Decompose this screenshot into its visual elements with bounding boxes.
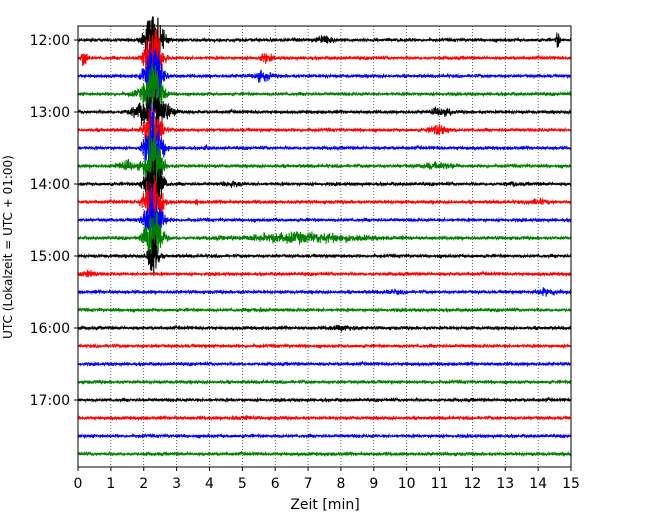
plot-frame [77,25,572,468]
y-tick-label: 16:00 [30,321,70,337]
y-tick-label: 17:00 [30,393,70,409]
x-axis-label: Zeit [min] [290,497,359,513]
x-tick-label: 9 [369,476,378,492]
x-tick-label: 13 [496,476,514,492]
trace-line [77,234,572,276]
trace-line [77,183,572,242]
x-tick-label: 8 [336,476,345,492]
y-ticks: 12:00 13:00 14:00 15:00 16:00 17:00 [30,33,78,409]
x-tick-label: 4 [205,476,214,492]
x-tick-label: 12 [463,476,481,492]
x-ticks: 0 1 2 3 4 5 6 7 8 9 10 11 12 13 14 15 [74,467,580,492]
trace-line [77,342,572,350]
x-tick-label: 2 [139,476,148,492]
trace-line [77,378,572,386]
trace-line [77,324,572,332]
trace-line [77,287,572,297]
x-tick-label: 3 [172,476,181,492]
x-tick-label: 0 [74,476,83,492]
x-tick-label: 14 [529,476,547,492]
x-tick-label: 10 [398,476,416,492]
y-tick-label: 15:00 [30,249,70,265]
trace-line [77,16,572,80]
trace-line [77,43,572,104]
x-tick-label: 11 [431,476,449,492]
trace-line [77,157,572,210]
y-tick-label: 14:00 [30,177,70,193]
traces [77,16,572,458]
y-axis-label: UTC (Lokalzeit = UTC + 01:00) [1,155,15,339]
x-tick-label: 5 [238,476,247,492]
trace-line [77,360,572,368]
y-tick-label: 13:00 [30,105,70,121]
trace-line [77,432,572,440]
trace-line [77,450,572,458]
x-tick-label: 1 [106,476,115,492]
trace-line [77,396,572,404]
trace-line [77,89,572,133]
x-tick-label: 6 [271,476,280,492]
trace-line [77,108,572,157]
trace-line [77,306,572,314]
x-tick-label: 15 [562,476,580,492]
y-tick-label: 12:00 [30,33,70,49]
trace-line [77,414,572,422]
trace-line [77,268,572,278]
trace-line [77,28,572,92]
trace-line [77,63,572,119]
trace-line [77,102,572,183]
trace-line [77,209,572,261]
x-tick-label: 7 [304,476,313,492]
